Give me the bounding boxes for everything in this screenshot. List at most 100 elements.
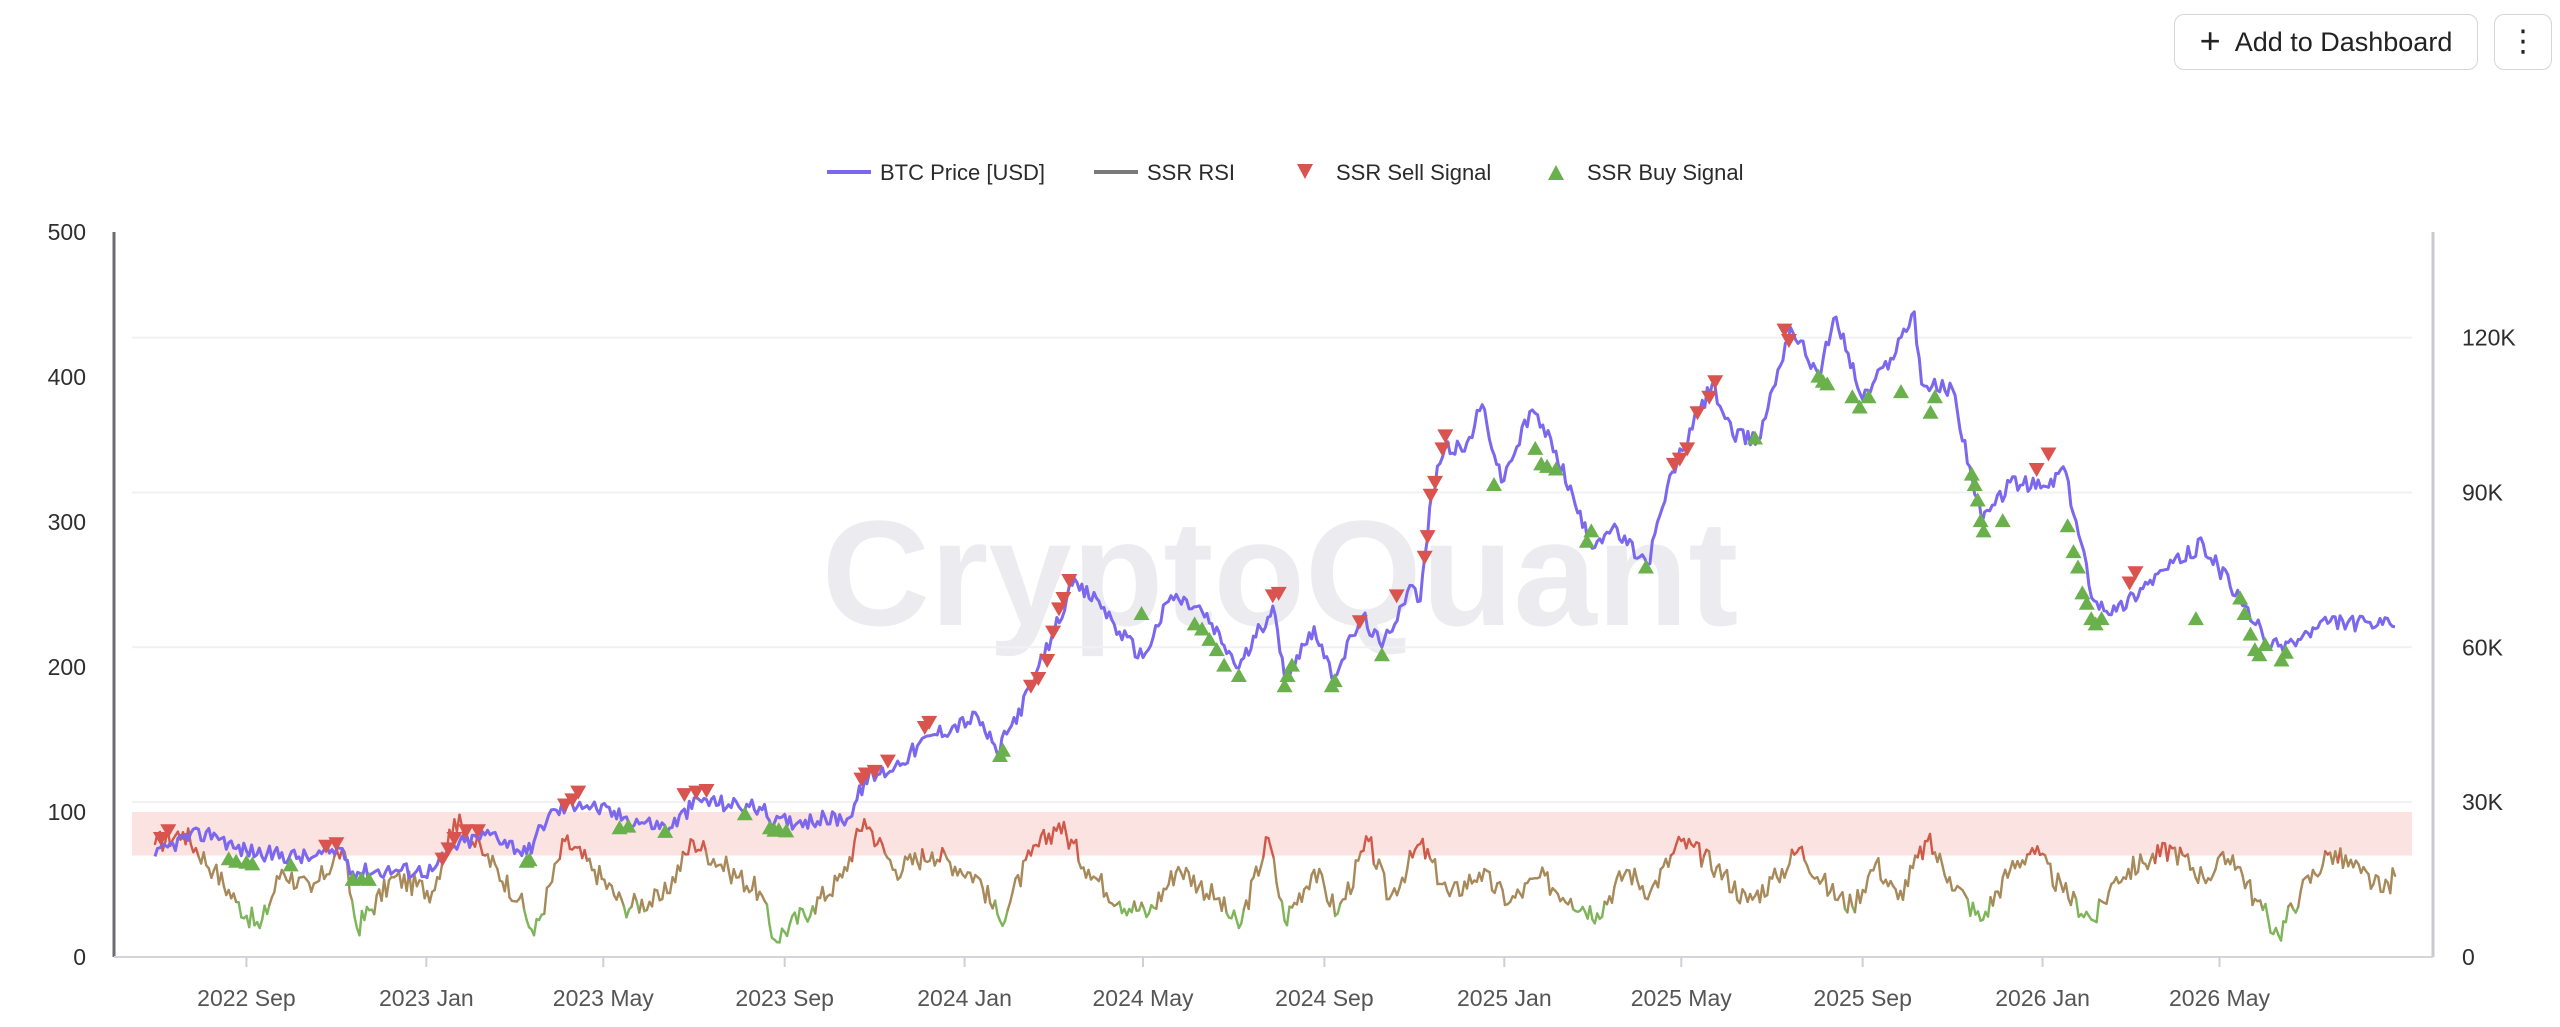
add-to-dashboard-button[interactable]: + Add to Dashboard — [2174, 14, 2478, 70]
rsi-line-segment — [2105, 890, 2111, 905]
buy-signal-marker — [2069, 559, 2086, 574]
rsi-line-segment — [1267, 836, 1273, 850]
rsi-line-segment — [1421, 837, 1427, 860]
rsi-line-segment — [1773, 867, 1779, 879]
rsi-line-segment — [1118, 900, 1124, 915]
buy-signal-marker — [2059, 518, 2076, 533]
rsi-line-segment — [674, 864, 679, 884]
rsi-line-segment — [1100, 873, 1106, 898]
rsi-line-segment — [788, 915, 794, 926]
sell-signal-marker — [1388, 589, 1405, 604]
rsi-line-segment — [2199, 866, 2205, 879]
rsi-line-segment — [1433, 858, 1439, 886]
rsi-line-segment — [1159, 887, 1165, 903]
ssr-rsi-series — [153, 813, 2397, 944]
x-tick-label: 2025 Jan — [1457, 985, 1552, 1011]
rsi-line-segment — [2319, 864, 2324, 875]
rsi-line-segment — [765, 903, 771, 926]
buy-signal-marker — [1583, 523, 1600, 538]
axes — [112, 232, 2435, 958]
rsi-line-segment — [1182, 866, 1188, 881]
rsi-line-segment — [2146, 859, 2152, 871]
rsi-line-segment — [2296, 890, 2302, 909]
rsi-line-segment — [1380, 865, 1386, 875]
sell-signal-marker — [1776, 323, 1793, 338]
sell-signal-marker — [1437, 429, 1454, 444]
sell-signal-marker — [469, 824, 486, 839]
buy-signal-marker — [1972, 513, 1989, 528]
legend-item[interactable]: SSR Buy Signal — [1548, 160, 1744, 185]
buy-signal-marker — [1844, 389, 1861, 404]
rsi-line-segment — [1488, 870, 1494, 892]
buy-signal-marker — [1133, 606, 1150, 621]
rsi-line-segment — [438, 862, 444, 881]
buy-signal-marker — [2251, 647, 2268, 662]
rsi-line-segment — [2072, 890, 2078, 901]
rsi-line-segment — [1600, 900, 1606, 918]
sell-signal-marker — [1419, 530, 1436, 545]
buy-signal-marker — [736, 806, 753, 821]
rsi-line-segment — [1999, 876, 2004, 899]
rsi-line-segment — [814, 896, 819, 915]
sell-signal-marker — [1707, 375, 1724, 390]
rsi-line-segment — [1788, 848, 1794, 866]
rsi-line-segment — [913, 852, 919, 864]
right-tick-label: 60K — [2462, 634, 2504, 660]
buy-signal-marker — [1276, 678, 1293, 693]
rsi-line-segment — [2178, 846, 2184, 857]
sell-signal-series — [152, 323, 2144, 867]
rsi-line-segment — [1369, 836, 1376, 866]
buy-signal-marker — [1201, 631, 1218, 646]
sell-signal-marker — [1351, 615, 1368, 630]
rsi-line-segment — [290, 871, 296, 890]
legend-item[interactable]: BTC Price [USD] — [827, 160, 1045, 185]
buy-signal-marker — [2257, 636, 2274, 651]
buy-signal-marker — [1208, 642, 1225, 657]
rsi-line-segment — [1285, 905, 1291, 927]
rsi-line-segment — [479, 843, 484, 856]
more-options-button[interactable]: ⋮ — [2494, 14, 2552, 70]
rsi-line-segment — [870, 830, 876, 848]
legend-item[interactable]: SSR RSI — [1094, 160, 1235, 185]
buy-signal-marker — [282, 857, 299, 872]
rsi-line-segment — [1928, 832, 1934, 855]
rsi-line-segment — [2064, 882, 2070, 900]
rsi-line-segment — [1323, 886, 1329, 903]
rsi-line-segment — [1247, 879, 1253, 911]
rsi-line-segment — [1613, 876, 1619, 889]
rsi-line-segment — [1362, 835, 1368, 852]
grid — [132, 336, 2412, 804]
rsi-line-segment — [1911, 854, 1917, 870]
rsi-line-segment — [220, 871, 226, 888]
rsi-line-segment — [2006, 868, 2012, 879]
rsi-line-segment — [1003, 908, 1009, 922]
rsi-line-segment — [668, 876, 674, 895]
rsi-line-segment — [1300, 888, 1306, 903]
legend-item[interactable]: SSR Sell Signal — [1297, 160, 1491, 185]
rsi-line-segment — [1398, 876, 1404, 889]
sell-signal-marker — [2028, 462, 2045, 477]
buy-signal-marker — [1860, 389, 1877, 404]
buy-signal-marker — [1922, 404, 1939, 419]
x-tick-label: 2025 May — [1631, 985, 1733, 1011]
rsi-line-segment — [740, 869, 746, 893]
rsi-line-segment — [768, 922, 774, 940]
rsi-line-segment — [2043, 854, 2049, 865]
rsi-line-segment — [850, 840, 856, 863]
x-tick-label: 2025 Sep — [1813, 985, 1911, 1011]
rsi-line-segment — [1948, 876, 1954, 892]
rsi-line-segment — [2191, 867, 2197, 879]
sell-signal-marker — [1061, 573, 1078, 588]
rsi-line-segment — [2389, 867, 2394, 895]
buy-signal-marker — [2074, 585, 2091, 600]
rsi-line-segment — [373, 894, 378, 916]
sell-signal-marker — [556, 798, 573, 813]
buy-signal-marker — [1373, 647, 1390, 662]
add-to-dashboard-label: Add to Dashboard — [2234, 26, 2453, 57]
sell-signal-marker — [1039, 653, 1056, 668]
rsi-line-segment — [650, 888, 656, 908]
rsi-line-segment — [583, 848, 589, 862]
buy-signal-marker — [1966, 476, 1983, 491]
buy-signal-marker — [1819, 376, 1836, 391]
sell-signal-marker — [688, 785, 705, 800]
